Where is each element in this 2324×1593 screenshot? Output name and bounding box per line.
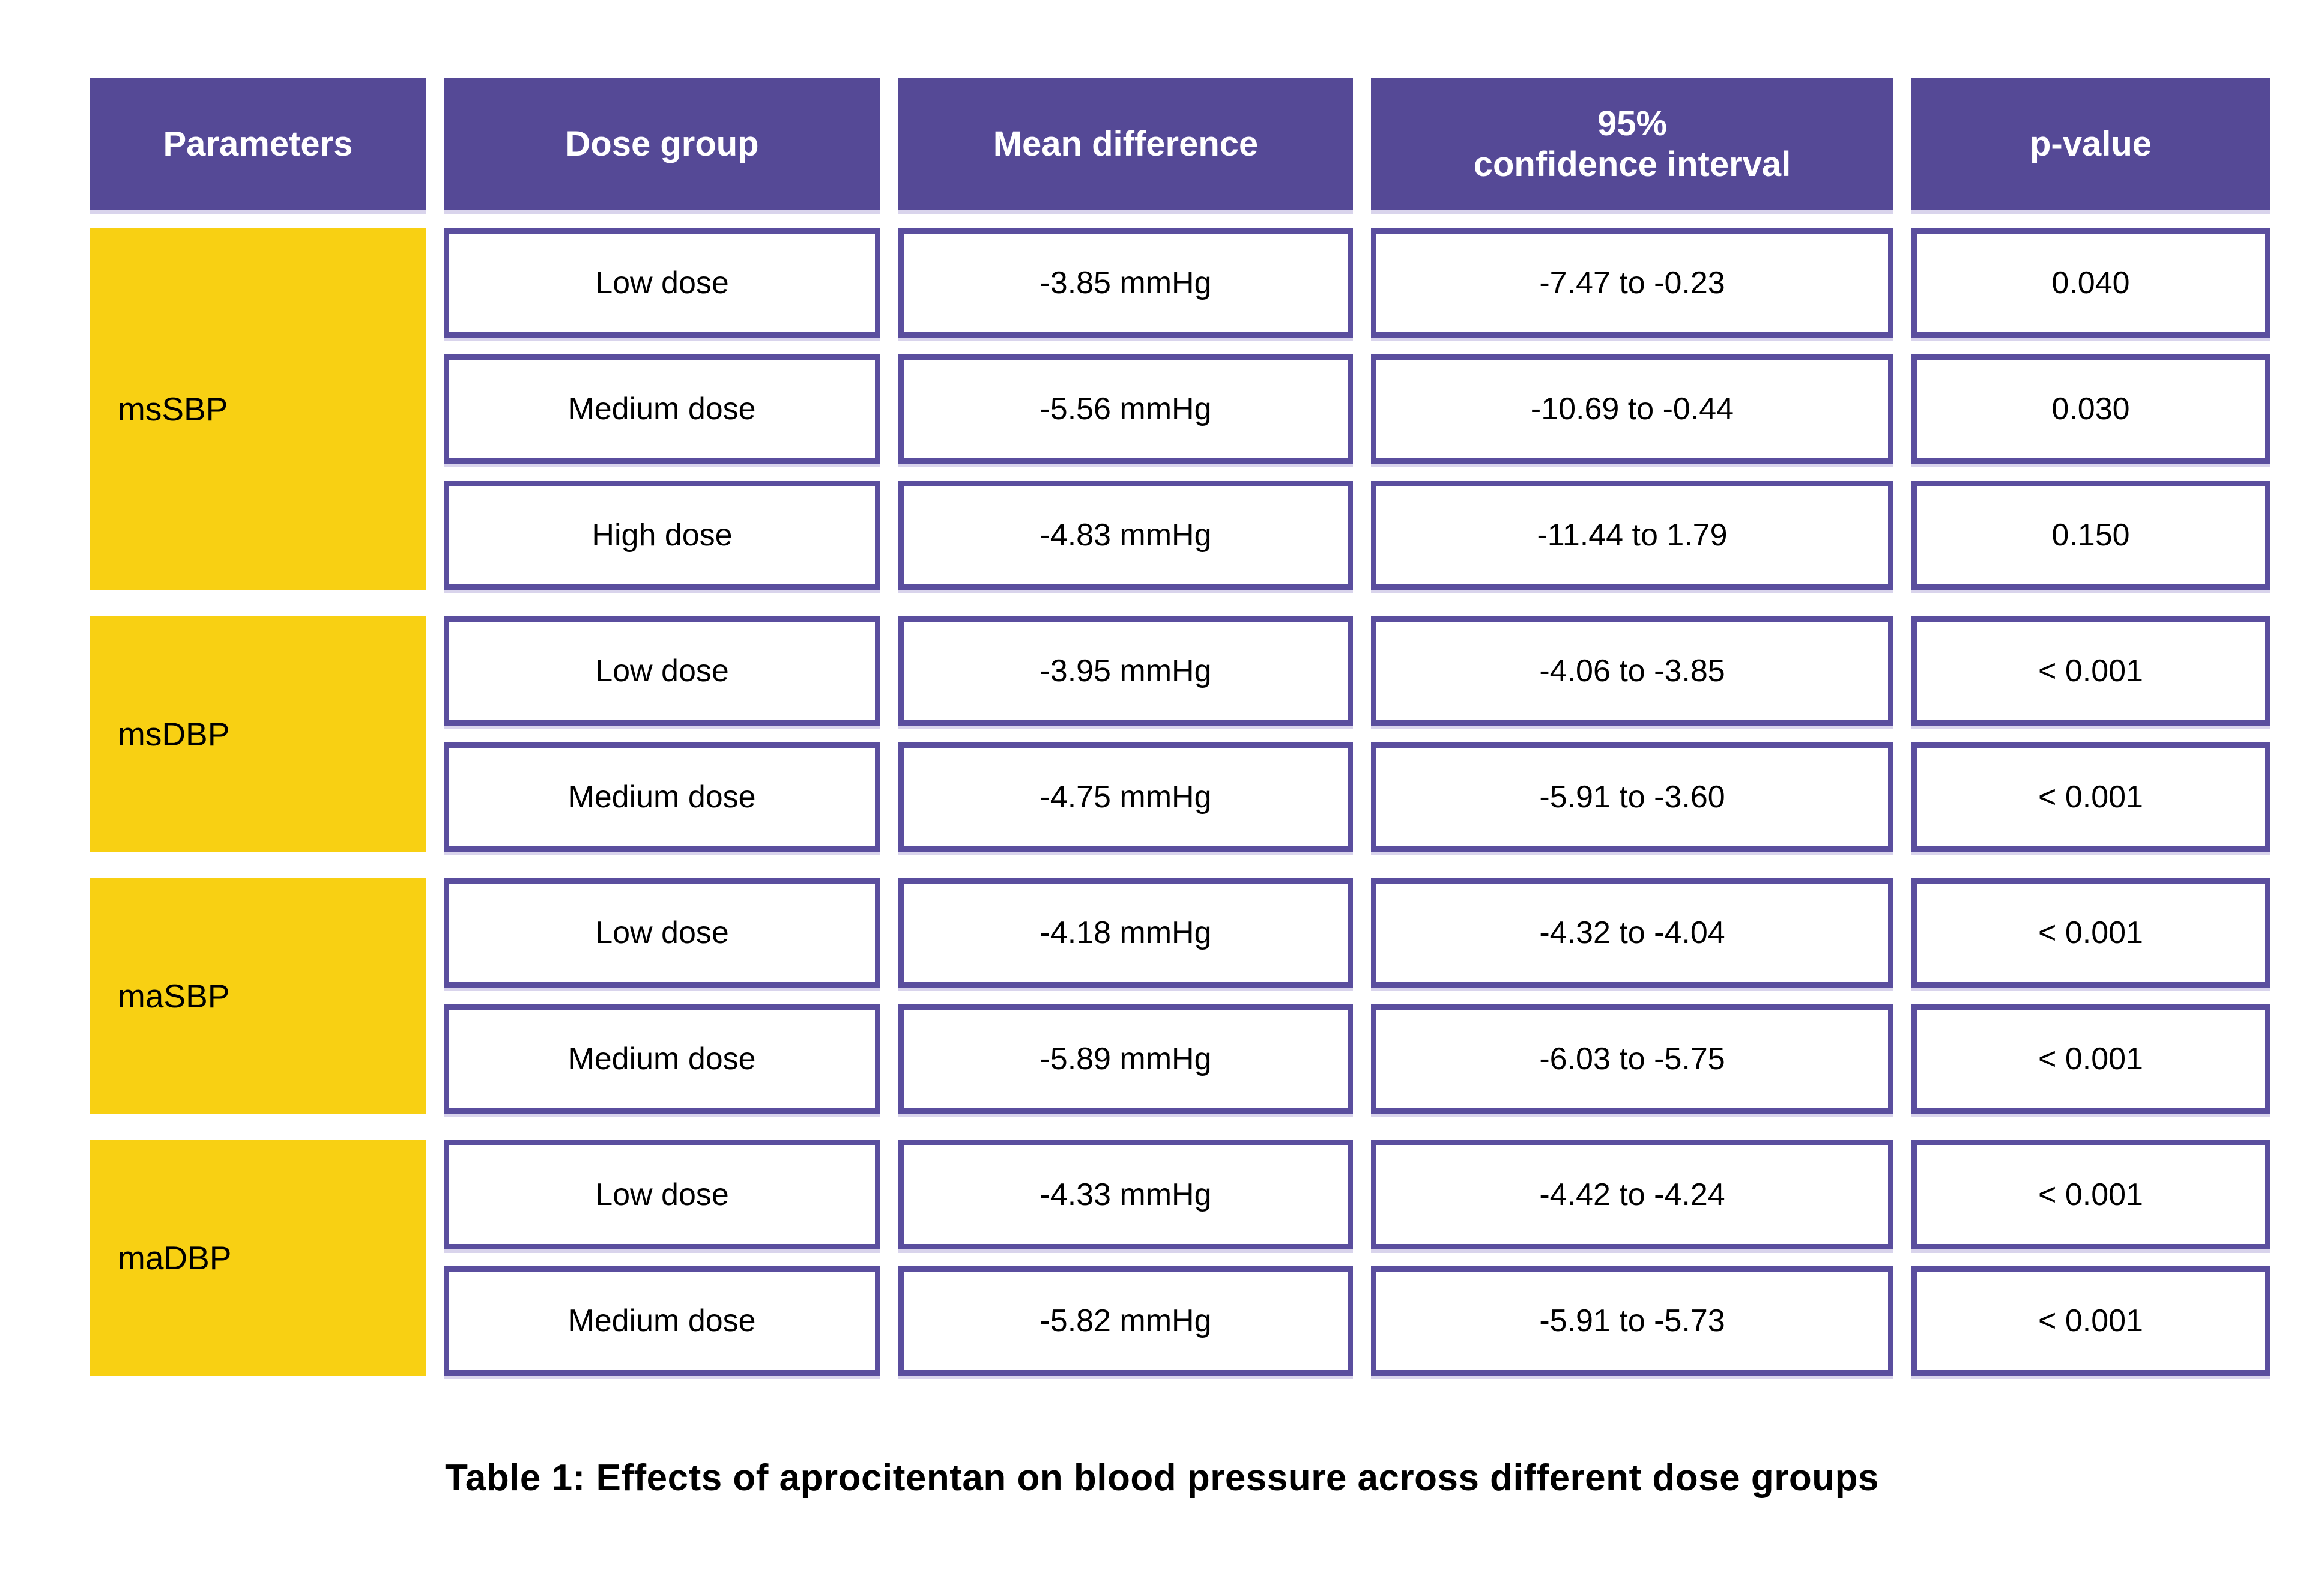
ci-cell: -4.32 to -4.04	[1371, 878, 1893, 988]
dose-cell: Medium dose	[444, 1004, 880, 1114]
mean-difference-cell: -3.85 mmHg	[898, 228, 1353, 338]
ci-cell: -11.44 to 1.79	[1371, 481, 1893, 590]
ci-cell: -4.42 to -4.24	[1371, 1140, 1893, 1249]
mean-difference-cell: -5.56 mmHg	[898, 354, 1353, 464]
p-value-cell: < 0.001	[1911, 1004, 2270, 1114]
param-cell-maDBP: maDBP	[90, 1140, 426, 1376]
table-caption: Table 1: Effects of aprocitentan on bloo…	[445, 1457, 1879, 1499]
p-value-cell: 0.040	[1911, 228, 2270, 338]
mean-difference-cell: -5.89 mmHg	[898, 1004, 1353, 1114]
mean-difference-cell: -4.33 mmHg	[898, 1140, 1353, 1249]
mean-difference-cell: -4.83 mmHg	[898, 481, 1353, 590]
dose-cell: Low dose	[444, 616, 880, 726]
p-value-cell: < 0.001	[1911, 1140, 2270, 1249]
blood-pressure-table: Parameters Dose group Mean difference 95…	[90, 78, 2270, 1376]
ci-cell: -5.91 to -3.60	[1371, 742, 1893, 852]
mean-difference-cell: -4.18 mmHg	[898, 878, 1353, 988]
p-value-cell: 0.030	[1911, 354, 2270, 464]
ci-cell: -7.47 to -0.23	[1371, 228, 1893, 338]
dose-cell: Low dose	[444, 228, 880, 338]
dose-cell: High dose	[444, 481, 880, 590]
header-parameters-label: Parameters	[163, 124, 353, 163]
ci-cell: -6.03 to -5.75	[1371, 1004, 1893, 1114]
param-cell-msSBP: msSBP	[90, 228, 426, 590]
header-p-value: p-value	[1911, 78, 2270, 210]
header-mean-difference: Mean difference	[898, 78, 1353, 210]
dose-cell: Low dose	[444, 878, 880, 988]
dose-cell: Low dose	[444, 1140, 880, 1249]
dose-cell: Medium dose	[444, 742, 880, 852]
param-cell-msDBP: msDBP	[90, 616, 426, 852]
mean-difference-cell: -3.95 mmHg	[898, 616, 1353, 726]
dose-cell: Medium dose	[444, 354, 880, 464]
ci-cell: -5.91 to -5.73	[1371, 1266, 1893, 1376]
header-mean-difference-label: Mean difference	[993, 124, 1259, 163]
p-value-cell: < 0.001	[1911, 742, 2270, 852]
header-ci-line2: confidence interval	[1473, 145, 1791, 184]
param-cell-maSBP: maSBP	[90, 878, 426, 1114]
p-value-cell: 0.150	[1911, 481, 2270, 590]
ci-cell: -4.06 to -3.85	[1371, 616, 1893, 726]
p-value-cell: < 0.001	[1911, 1266, 2270, 1376]
mean-difference-cell: -4.75 mmHg	[898, 742, 1353, 852]
mean-difference-cell: -5.82 mmHg	[898, 1266, 1353, 1376]
p-value-cell: < 0.001	[1911, 878, 2270, 988]
ci-cell: -10.69 to -0.44	[1371, 354, 1893, 464]
p-value-cell: < 0.001	[1911, 616, 2270, 726]
dose-cell: Medium dose	[444, 1266, 880, 1376]
header-p-value-label: p-value	[2029, 124, 2152, 163]
header-dose-group-label: Dose group	[565, 124, 759, 163]
header-parameters: Parameters	[90, 78, 426, 210]
header-ci-line1: 95%	[1597, 103, 1668, 143]
header-dose-group: Dose group	[444, 78, 880, 210]
header-confidence-interval: 95% confidence interval	[1371, 78, 1893, 210]
